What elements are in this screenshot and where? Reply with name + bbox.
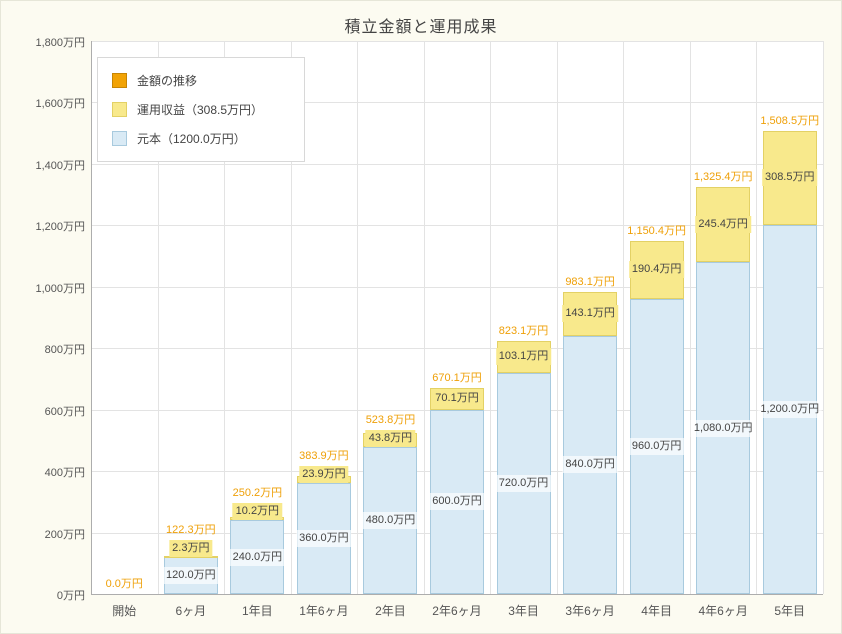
total-value-label: 670.1万円 [432, 372, 482, 385]
legend-label: 金額の推移 [137, 74, 198, 88]
trend-swatch-icon [112, 73, 127, 88]
y-axis-line [91, 41, 92, 594]
y-gridline [91, 163, 823, 165]
chart-title: 積立金額と運用成果 [344, 19, 498, 36]
x-gridline [490, 41, 492, 594]
principal-value-label: 1,080.0万円 [690, 419, 756, 437]
y-axis-label: 1,600万円 [35, 98, 85, 111]
total-value-label: 823.1万円 [498, 325, 549, 338]
y-gridline [91, 225, 823, 227]
legend: 金額の推移運用収益（308.5万円） 元本（1200.0万円） [97, 57, 305, 162]
x-gridline [290, 41, 292, 594]
total-value-label: 383.9万円 [299, 450, 349, 463]
gain-value-label: 103.1万円 [495, 348, 552, 366]
principal-value-label: 960.0万円 [628, 438, 685, 456]
y-axis-label: 600万円 [44, 405, 85, 418]
x-axis-label: 1年6ヶ月 [299, 604, 349, 618]
total-value-label: 1,508.5万円 [760, 114, 820, 127]
y-gridline [91, 348, 823, 350]
x-gridline [756, 41, 758, 594]
gain-value-label: 43.8万円 [365, 429, 416, 447]
y-axis-label: 1,000万円 [35, 282, 85, 295]
gain-value-label: 70.1万円 [432, 390, 482, 408]
total-value-label: 523.8万円 [365, 413, 416, 426]
gain-swatch-icon [112, 102, 127, 117]
legend-item-trend[interactable]: 金額の推移 [110, 66, 290, 95]
total-value-label: 1,150.4万円 [627, 224, 686, 237]
total-value-label: 0.0万円 [105, 578, 143, 590]
x-axis-label: 4年目 [641, 604, 672, 618]
gain-value-label: 143.1万円 [562, 305, 618, 323]
gain-value-label: 245.4万円 [695, 216, 751, 233]
principal-value-label: 240.0万円 [229, 548, 286, 566]
x-axis-label: 2年6ヶ月 [432, 604, 482, 618]
principal-value-label: 360.0万円 [296, 530, 352, 548]
gain-value-label: 190.4万円 [628, 261, 685, 279]
x-axis-label: 6ヶ月 [175, 604, 207, 618]
x-axis-label: 3年目 [508, 604, 539, 618]
y-axis-label: 1,400万円 [35, 159, 85, 172]
x-axis-label: 開始 [112, 604, 137, 618]
x-gridline [623, 41, 625, 594]
legend-label: 運用収益（308.5万円） [137, 103, 264, 117]
legend-label: 元本（1200.0万円） [137, 132, 246, 146]
x-gridline [689, 41, 691, 594]
principal-value-label: 480.0万円 [362, 511, 419, 529]
x-axis-line [91, 594, 823, 595]
gain-value-label: 23.9万円 [299, 466, 349, 484]
principal-value-label: 120.0万円 [163, 567, 219, 585]
y-axis-label: 400万円 [44, 467, 85, 480]
y-axis-label: 1,200万円 [35, 221, 85, 234]
x-axis-label: 3年6ヶ月 [565, 604, 615, 618]
gain-value-label: 10.2万円 [232, 503, 283, 521]
y-axis-label: 200万円 [44, 528, 85, 541]
x-gridline [157, 41, 159, 594]
x-gridline [556, 41, 558, 594]
x-axis-label: 4年6ヶ月 [698, 604, 748, 618]
principal-value-label: 1,200.0万円 [757, 401, 823, 419]
y-axis-label: 800万円 [44, 344, 85, 357]
principal-value-label: 600.0万円 [429, 493, 485, 511]
principal-value-label: 840.0万円 [562, 456, 618, 474]
x-gridline [357, 41, 359, 594]
principal-swatch-icon [112, 131, 127, 146]
y-gridline [91, 41, 823, 42]
total-value-label: 250.2万円 [232, 487, 283, 500]
x-axis-label: 2年目 [375, 604, 406, 618]
y-gridline [91, 286, 823, 288]
x-axis-label: 5年目 [774, 604, 806, 618]
x-gridline [224, 41, 226, 594]
y-axis-label: 0万円 [56, 590, 85, 602]
x-gridline [823, 41, 824, 594]
x-axis-label: 1年目 [242, 604, 273, 618]
gain-value-label: 308.5万円 [761, 169, 818, 187]
legend-item-principal[interactable]: 元本（1200.0万円） [110, 124, 290, 153]
y-gridline [91, 102, 823, 104]
legend-item-gain[interactable]: 運用収益（308.5万円） [110, 95, 290, 124]
gain-value-label: 2.3万円 [169, 540, 213, 558]
principal-value-label: 720.0万円 [495, 474, 552, 492]
total-value-label: 122.3万円 [166, 524, 216, 537]
total-value-label: 983.1万円 [565, 275, 615, 288]
x-gridline [423, 41, 425, 594]
y-axis-label: 1,800万円 [35, 37, 85, 49]
total-value-label: 1,325.4万円 [693, 170, 753, 183]
